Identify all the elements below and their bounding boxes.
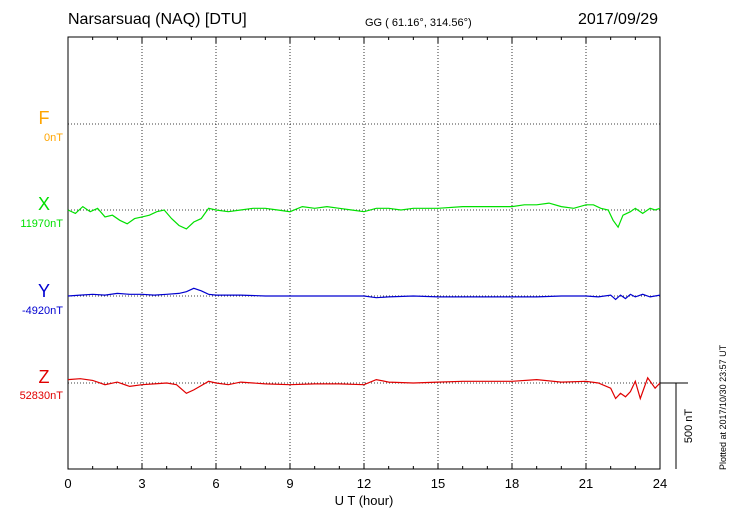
x-tick-label: 9: [286, 476, 293, 491]
series-line-z: [67, 376, 661, 401]
series-y-baseline: -4920nT: [22, 305, 63, 317]
series-f-name: F: [38, 108, 50, 128]
grid: [68, 37, 660, 469]
series-x-baseline: 11970nT: [20, 218, 63, 230]
coordinates-label: GG ( 61.16°, 314.56°): [365, 17, 472, 29]
series-line-y: [67, 287, 661, 301]
series-z-baseline: 52830nT: [19, 390, 63, 402]
date-label: 2017/09/29: [578, 11, 659, 28]
x-tick-label: 3: [138, 476, 145, 491]
scale-bar-label: 500 nT: [683, 409, 695, 444]
series-y-name: Y: [37, 281, 50, 301]
x-tick-label: 6: [212, 476, 219, 491]
series-x-name: X: [37, 194, 50, 214]
series-f-baseline: 0nT: [44, 132, 63, 144]
series-line-x: [67, 202, 661, 230]
x-tick-label: 15: [431, 476, 445, 491]
x-tick-label: 18: [505, 476, 519, 491]
x-tick-label: 21: [579, 476, 593, 491]
station-title: Narsarsuaq (NAQ) [DTU]: [68, 11, 247, 28]
x-axis-label: U T (hour): [335, 493, 394, 508]
x-tick-label: 0: [64, 476, 71, 491]
series-z-name: Z: [38, 367, 50, 387]
x-tick-label: 12: [357, 476, 371, 491]
x-tick-label: 24: [653, 476, 667, 491]
scale-bar: 500 nT: [660, 382, 695, 469]
